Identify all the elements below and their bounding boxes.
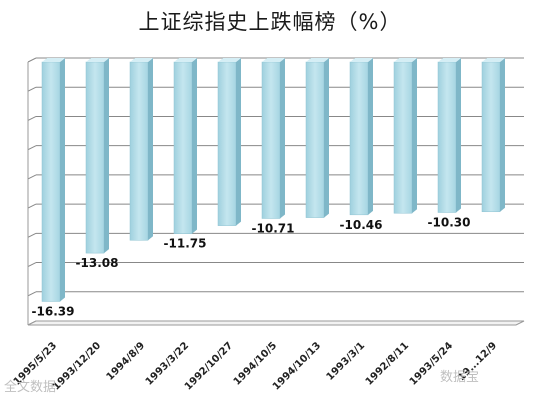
bar-top	[86, 58, 109, 62]
bar-side	[456, 58, 461, 213]
bar	[349, 58, 373, 216]
data-label: -13.08	[76, 256, 119, 270]
bar-front	[261, 61, 281, 219]
grid-line-edge	[27, 86, 37, 92]
bar-side	[236, 58, 241, 226]
grid-line-edge	[27, 291, 37, 297]
bar-front	[393, 61, 413, 214]
bar-top	[306, 58, 329, 62]
x-tick-label: 1994/8/9	[105, 340, 147, 382]
bar	[41, 58, 65, 302]
bar-side	[368, 58, 373, 215]
bar-front	[41, 61, 61, 302]
bar-front	[349, 61, 369, 216]
bar-top	[130, 58, 153, 62]
bar-top	[174, 58, 197, 62]
bar-side	[148, 58, 153, 241]
bar-top	[482, 58, 505, 62]
watermark-right: 数据宝	[440, 370, 479, 385]
grid-line-edge	[27, 145, 37, 151]
x-tick-label: 1993/3/22	[144, 340, 191, 387]
chart-title: 上证综指史上跌幅榜（%）	[138, 10, 402, 34]
bar	[481, 58, 505, 213]
bar-side	[60, 58, 65, 302]
bar	[305, 58, 329, 218]
bar-side	[192, 58, 197, 234]
bar-front	[173, 61, 193, 234]
bar-side	[500, 58, 505, 212]
bar-top	[42, 58, 65, 62]
data-label: -16.39	[32, 304, 75, 318]
bar-front	[129, 61, 149, 241]
grid-line-edge	[27, 203, 37, 209]
bar-side	[280, 58, 285, 219]
x-tick-label: 1993/3/1	[325, 340, 367, 382]
grid-line-edge	[27, 115, 37, 121]
bar-front	[481, 61, 501, 213]
bar	[217, 58, 241, 226]
data-label: -10.30	[428, 215, 471, 229]
bar-top	[394, 58, 417, 62]
bar-front	[437, 61, 457, 213]
bar	[173, 58, 197, 234]
bar-side	[104, 58, 109, 254]
bar	[85, 58, 109, 254]
bar-front	[217, 61, 237, 226]
data-label: -10.71	[252, 221, 295, 235]
bar	[129, 58, 153, 241]
grid-line-edge	[27, 262, 37, 268]
bars	[41, 58, 505, 302]
bar-top	[218, 58, 241, 62]
grid-line-edge	[27, 57, 37, 63]
chart-floor	[27, 320, 525, 326]
grid-line-edge	[27, 174, 37, 180]
bar-top	[262, 58, 285, 62]
bar-front	[305, 61, 325, 218]
bar-side	[412, 58, 417, 214]
bar-top	[438, 58, 461, 62]
bar-front	[85, 61, 105, 254]
data-label: -11.75	[164, 237, 207, 251]
bar-top	[350, 58, 373, 62]
grid-line-edge	[27, 232, 37, 238]
watermark-left: 全文数据	[4, 379, 56, 395]
x-tick-label: 1994/10/5	[232, 340, 279, 387]
x-tick-label: 1992/8/11	[364, 340, 411, 387]
data-labels: -16.39 -13.08 -11.75 -10.71 -10.46 -10.30	[32, 215, 471, 318]
bar	[437, 58, 461, 213]
bar	[261, 58, 285, 219]
bar	[393, 58, 417, 214]
data-label: -10.46	[340, 218, 383, 232]
bar-side	[324, 58, 329, 218]
